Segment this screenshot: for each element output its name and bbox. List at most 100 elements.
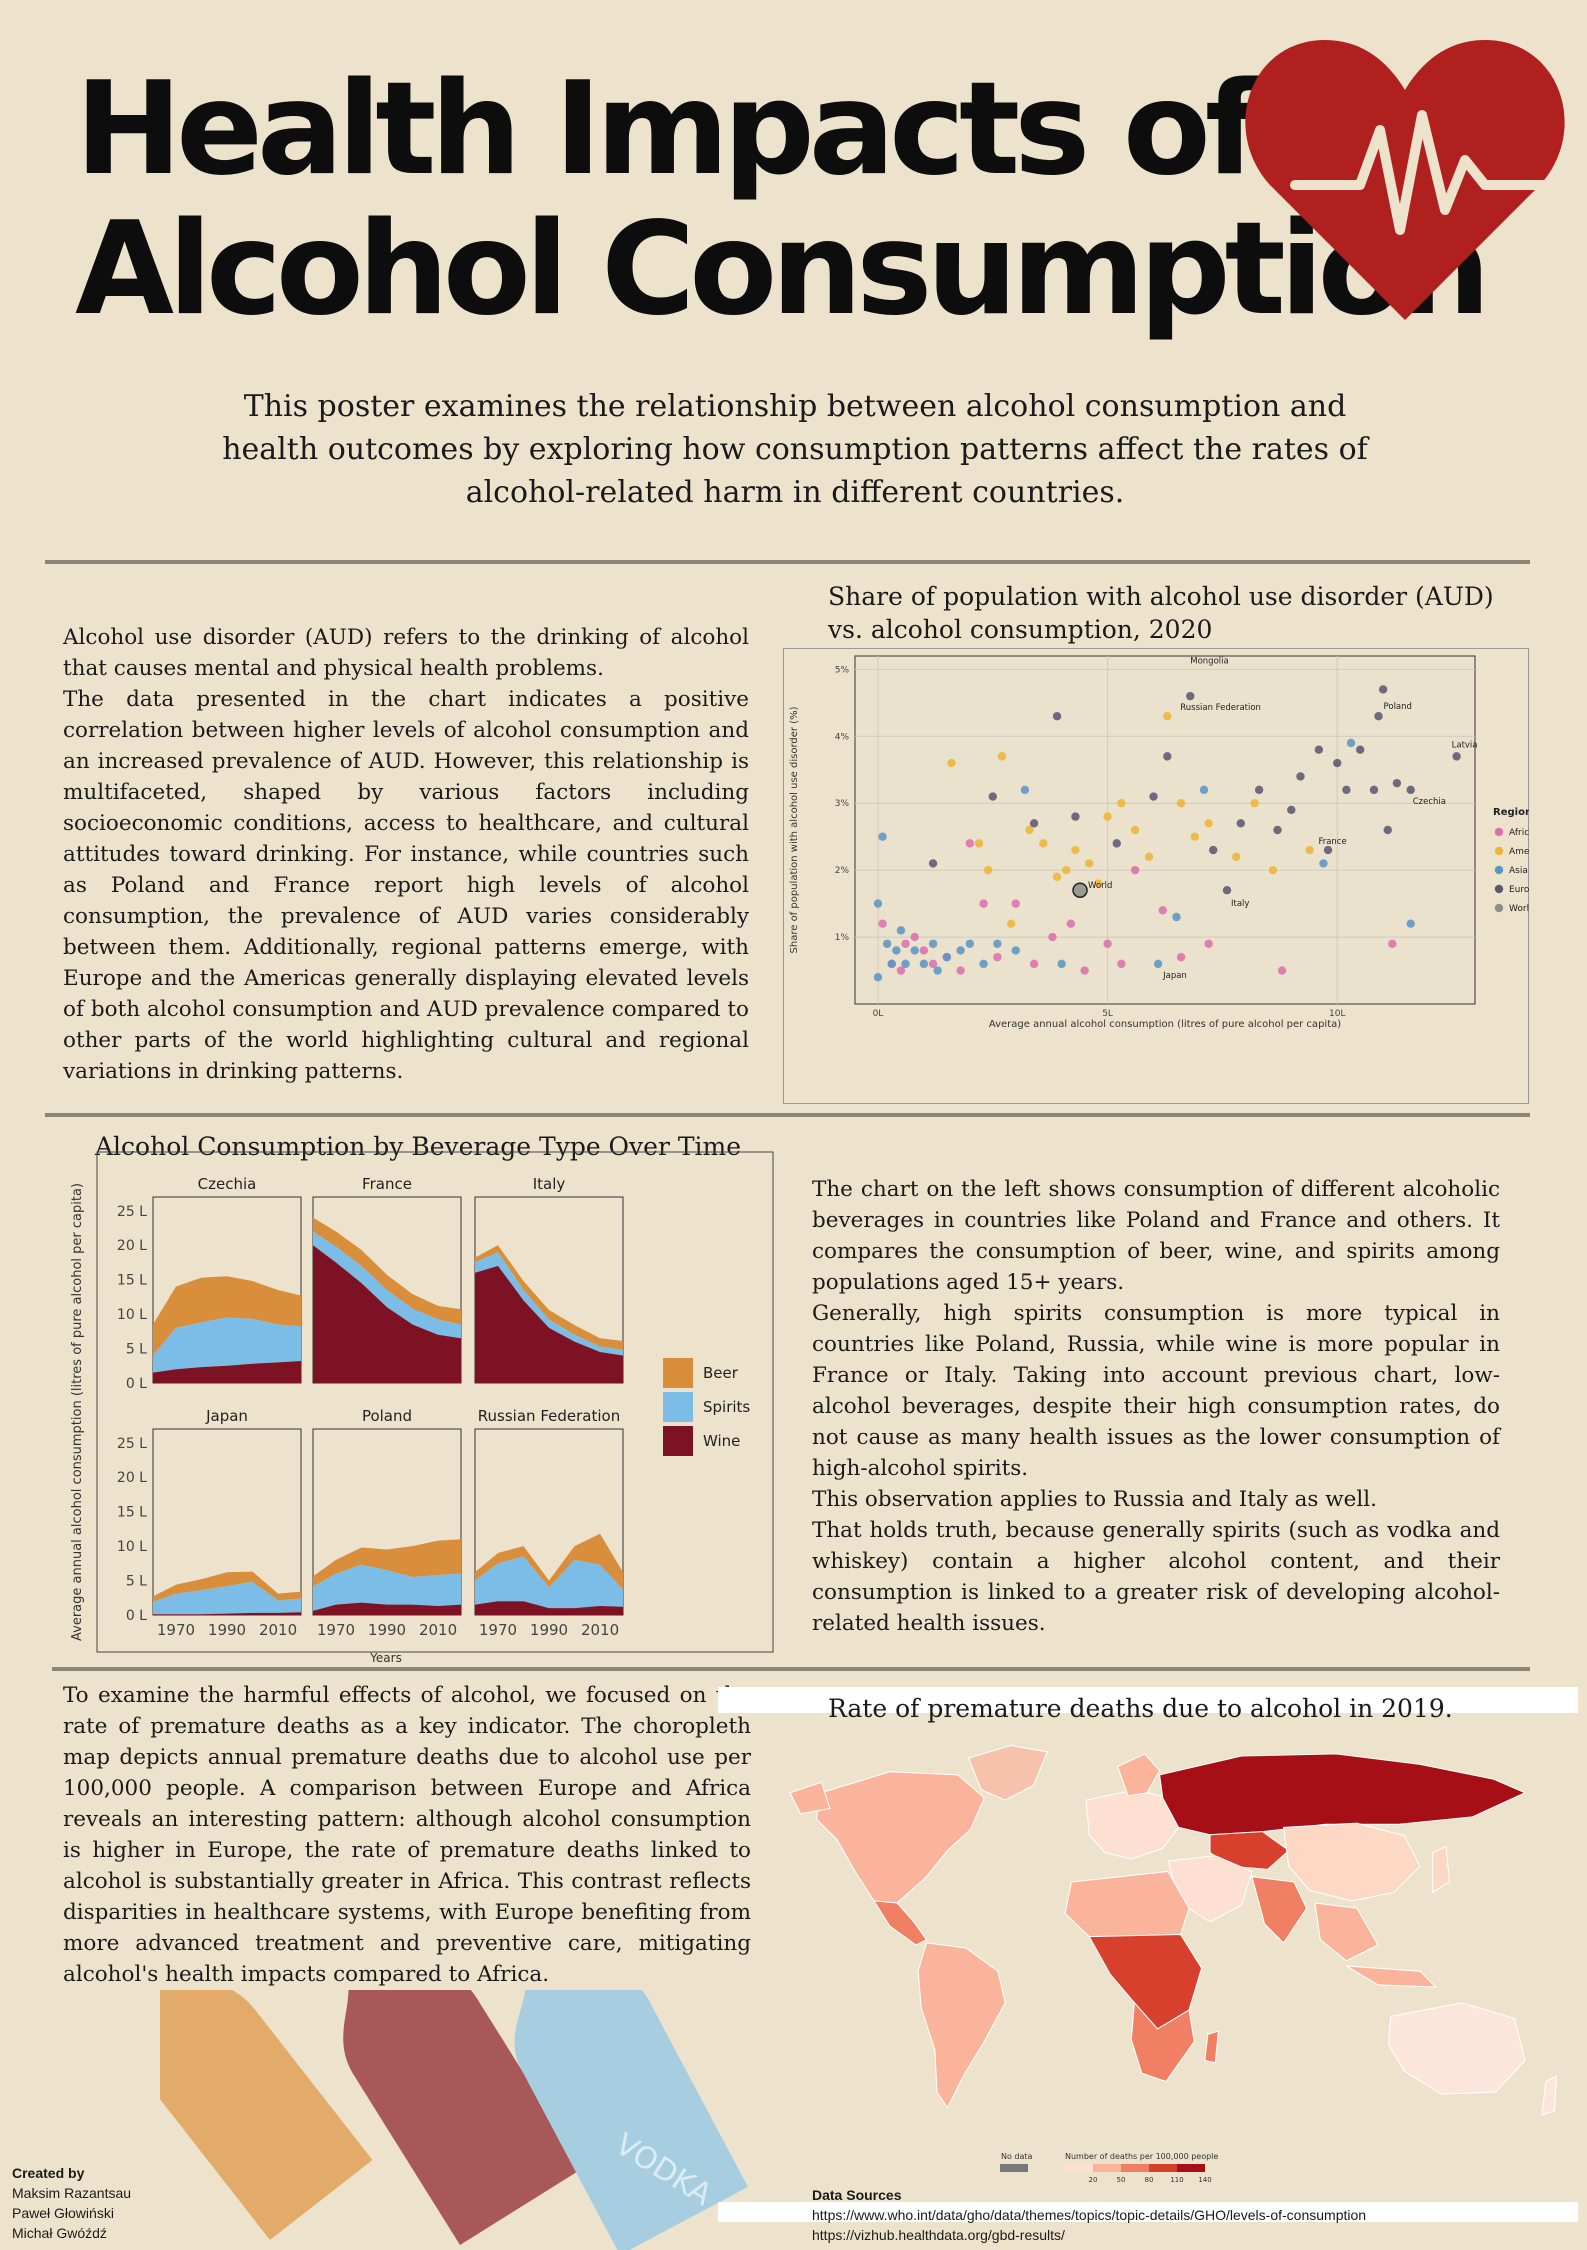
data-point (873, 899, 883, 908)
credits: Created by Maksim Razantsau Paweł Głowiń… (12, 2163, 131, 2243)
sources-band (718, 2202, 1578, 2222)
data-point (956, 966, 965, 975)
vodka-bottle-icon: VODKA (497, 1990, 749, 2250)
data-point (1392, 778, 1402, 788)
indonesia-region (1346, 1965, 1438, 1988)
data-point (882, 939, 892, 948)
world-map (789, 1744, 1558, 2116)
data-point (1029, 819, 1039, 828)
facet-label: France (362, 1175, 412, 1193)
area-chart-frame (96, 1151, 774, 1653)
data-point (1236, 819, 1245, 828)
sources-heading: Data Sources (812, 2187, 902, 2203)
legend-ramp-swatch (1065, 2164, 1093, 2172)
data-point (1048, 932, 1057, 942)
data-point (1006, 919, 1016, 928)
data-point (1103, 812, 1112, 821)
data-point (1085, 859, 1094, 868)
china-mongolia-region (1282, 1822, 1421, 1902)
data-point (1190, 832, 1200, 841)
data-point (1254, 785, 1264, 795)
data-point (1333, 758, 1342, 768)
x-tick-label: 0L (873, 1009, 884, 1019)
x-tick-label: 2010 (419, 1621, 457, 1639)
beer-area (313, 1217, 461, 1325)
data-point (1287, 805, 1296, 815)
aud-paragraph: Alcohol use disorder (AUD) refers to the… (63, 625, 749, 681)
y-tick-label: 0 L (126, 1376, 147, 1392)
legend-ramp-swatch (1177, 2164, 1205, 2172)
legend-label: Asia (1509, 866, 1528, 876)
africa-south-region (1130, 2001, 1195, 2083)
data-point (1052, 872, 1062, 882)
deaths-text: To examine the harmful effects of alcoho… (63, 1683, 751, 1987)
data-point (1011, 946, 1020, 955)
y-tick-label: 25 L (117, 1436, 147, 1452)
x-tick-label: 2010 (581, 1621, 619, 1639)
data-point (983, 865, 993, 875)
new-zealand-region (1541, 2075, 1558, 2116)
x-tick-label: 2010 (259, 1621, 297, 1639)
legend-label: Americas (1509, 847, 1529, 857)
data-point (919, 959, 929, 969)
south-asia-region (1251, 1876, 1308, 1944)
data-point (1117, 799, 1126, 808)
data-point (1117, 959, 1126, 969)
facet-label: Czechia (198, 1175, 257, 1193)
data-point (1250, 799, 1259, 808)
source-link[interactable]: https://www.who.int/data/gho/data/themes… (812, 2207, 1367, 2223)
source-link[interactable]: https://vizhub.healthdata.org/gbd-result… (812, 2227, 1065, 2243)
beer-area (475, 1533, 623, 1590)
data-point (1209, 845, 1218, 855)
data-point (1130, 825, 1140, 835)
y-tick-label: 25 L (117, 1204, 147, 1220)
wine-area (313, 1245, 461, 1383)
legend-label: Europe (1509, 885, 1529, 895)
y-tick-label: 5 L (126, 1574, 147, 1590)
data-point (1176, 952, 1186, 962)
point-annotation: Czechia (1413, 797, 1446, 807)
divider (45, 560, 1530, 564)
data-point (1071, 845, 1080, 855)
south-america-region (917, 1942, 1006, 2109)
data-point (933, 966, 942, 975)
legend-swatch (663, 1392, 693, 1422)
x-axis-label: Years (369, 1651, 402, 1665)
spirits-area (475, 1252, 623, 1356)
poster-title: Health Impacts of Alcohol Consumption (75, 60, 1491, 340)
data-point (928, 939, 938, 948)
data-point (965, 939, 975, 948)
data-point (1029, 959, 1039, 969)
beer-area (153, 1276, 301, 1356)
data-point (878, 832, 887, 841)
data-point (1011, 899, 1020, 908)
data-point (979, 899, 988, 908)
legend-tick: 110 (1170, 2176, 1183, 2184)
y-tick-label: 10 L (117, 1307, 147, 1323)
beverage-paragraph: This observation applies to Russia and I… (812, 1487, 1377, 1512)
data-point (928, 859, 938, 868)
spirits-area (313, 1231, 461, 1339)
x-tick-label: 10L (1329, 1009, 1345, 1019)
wine-area (475, 1601, 623, 1615)
point-annotation: France (1318, 837, 1346, 847)
data-point (1039, 839, 1048, 848)
legend-swatch (663, 1426, 693, 1456)
data-point (1057, 959, 1066, 969)
point-annotation: Latvia (1452, 740, 1478, 750)
beverage-paragraph: Generally, high spirits consumption is m… (812, 1301, 1500, 1481)
y-axis-label: Average annual alcohol consumption (litr… (70, 1183, 85, 1641)
legend-ramp-swatch (1121, 2164, 1149, 2172)
legend-swatch (1494, 903, 1504, 913)
data-point (901, 959, 910, 969)
data-point (1149, 792, 1158, 801)
legend-label: Wine (703, 1432, 740, 1450)
facet-label: Italy (533, 1175, 566, 1193)
y-tick-label: 20 L (117, 1238, 147, 1254)
legend-label: Africa (1509, 828, 1529, 838)
legend-nodata-swatch (1000, 2164, 1028, 2172)
facet-label: Poland (362, 1407, 412, 1425)
beverage-paragraph: That holds truth, because generally spir… (812, 1518, 1500, 1636)
data-point (1314, 745, 1324, 754)
